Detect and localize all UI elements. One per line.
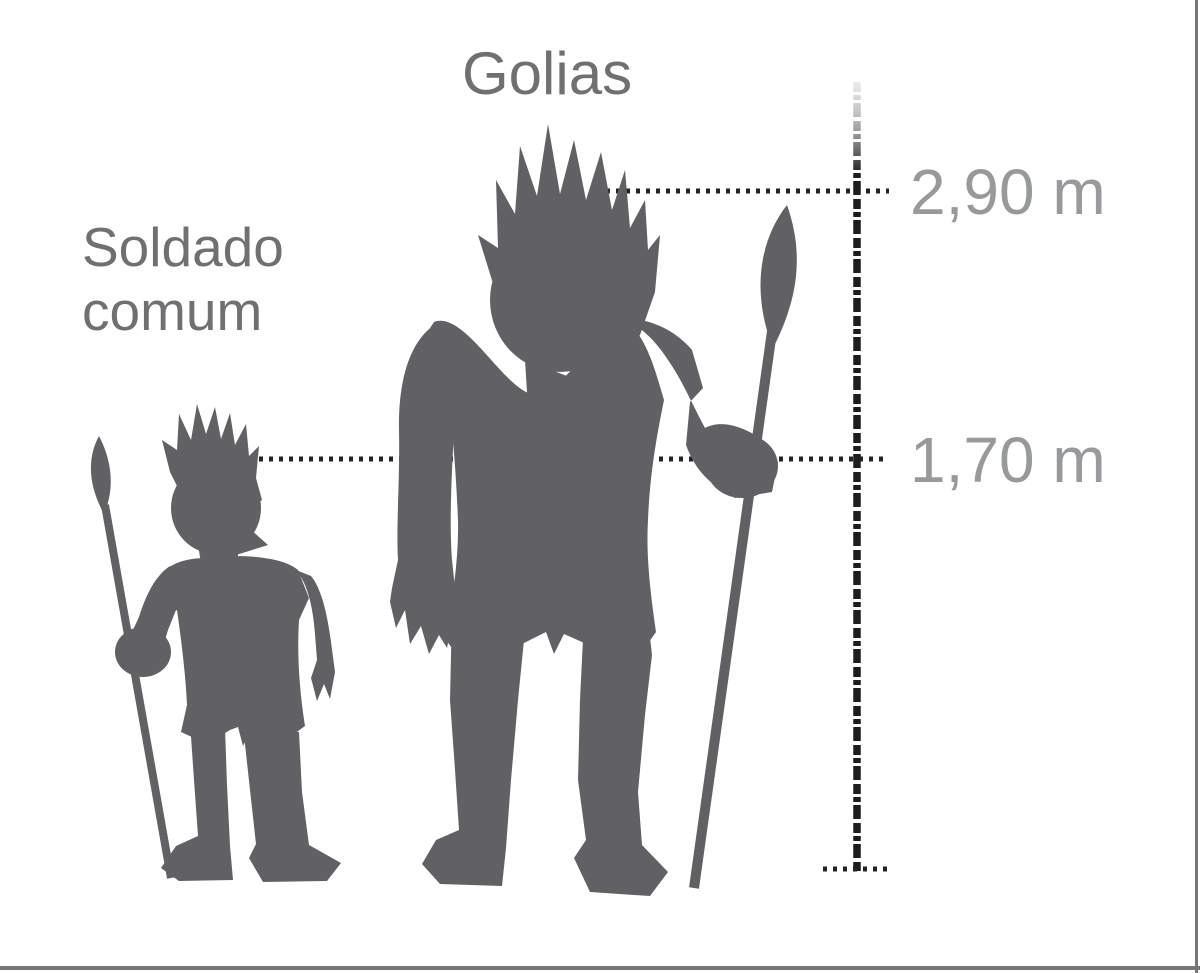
soldier-chin	[236, 520, 268, 555]
soldier-right-leg	[243, 726, 341, 882]
goliath-left-arm	[390, 324, 455, 654]
goliath-spear-icon	[689, 205, 797, 889]
soldier-torso	[152, 556, 309, 746]
soldier-head	[171, 462, 261, 554]
frame-border-bottom	[0, 966, 1200, 970]
goliath-label: Golias	[462, 40, 633, 107]
soldier-height-label: 1,70 m	[910, 424, 1106, 496]
soldier-label: Soldado comum	[82, 216, 284, 342]
goliath-silhouette	[390, 124, 797, 896]
soldier-hand	[115, 627, 171, 677]
soldier-spear-icon	[90, 436, 175, 879]
goliath-left-leg	[422, 610, 524, 886]
frame-border-right	[1195, 0, 1198, 973]
soldier-right-arm	[296, 570, 335, 701]
soldier-silhouette	[90, 404, 341, 882]
goliath-torso	[414, 318, 664, 655]
goliath-right-leg	[574, 618, 668, 896]
goliath-hand	[706, 434, 778, 498]
goliath-height-label: 2,90 m	[910, 156, 1106, 228]
goliath-head	[490, 228, 630, 372]
soldier-left-leg	[161, 722, 233, 881]
